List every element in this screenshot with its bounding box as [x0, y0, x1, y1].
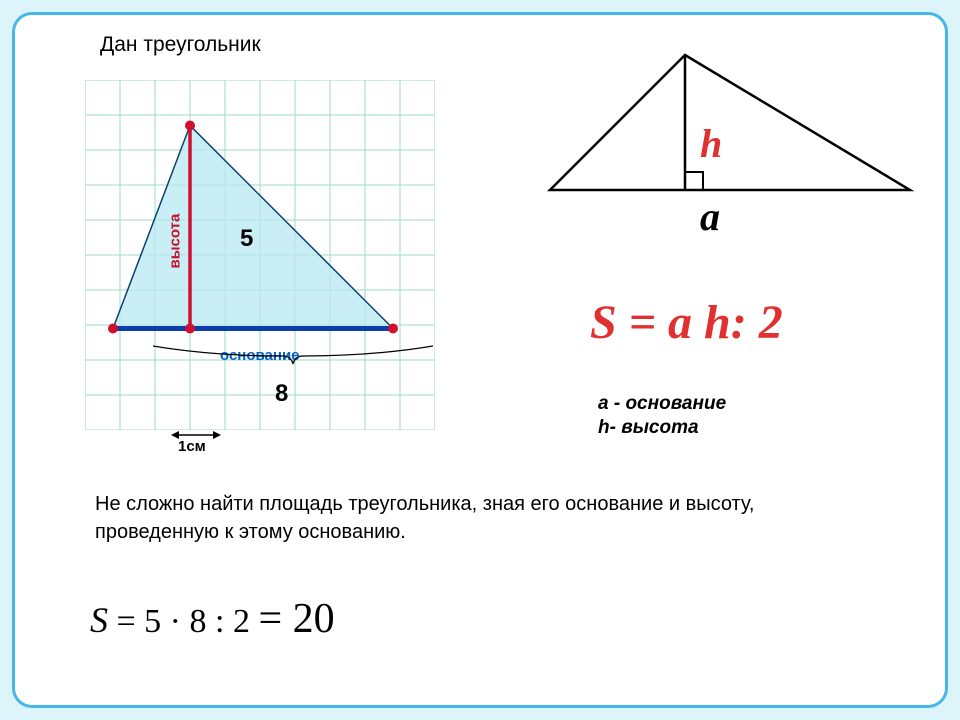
explanation-line1: Не сложно найти площадь треугольника, зн… [95, 493, 754, 515]
calc-eq: = [258, 596, 292, 642]
calc-result: 20 [293, 596, 335, 642]
calc-expr: = 5 · 8 : 2 [117, 603, 259, 640]
area-formula: S = a h: 2 [590, 295, 783, 350]
explanation-text: Не сложно найти площадь треугольника, зн… [95, 490, 754, 546]
gridded-triangle-wrap: высота 5 основание 8 1см [85, 80, 435, 430]
unit-label: 1см [178, 438, 206, 455]
height-word: высота [167, 214, 184, 269]
legend-h: h- высота [598, 417, 726, 439]
calculation: S = 5 · 8 : 2 = 20 [90, 595, 335, 643]
legend: a - основание h- высота [598, 393, 726, 441]
base-value: 8 [275, 380, 288, 408]
base-brace [153, 342, 433, 372]
content-card: Дан треугольник [12, 12, 948, 708]
h-label: h [700, 120, 722, 167]
reference-triangle [540, 45, 920, 205]
a-label: a [700, 193, 720, 240]
height-value: 5 [240, 225, 253, 253]
grid-svg [85, 80, 435, 430]
title-text: Дан треугольник [100, 33, 261, 57]
explanation-line2: проведенную к этому основанию. [95, 521, 406, 543]
calc-s: S [90, 600, 108, 640]
legend-a: a - основание [598, 393, 726, 415]
